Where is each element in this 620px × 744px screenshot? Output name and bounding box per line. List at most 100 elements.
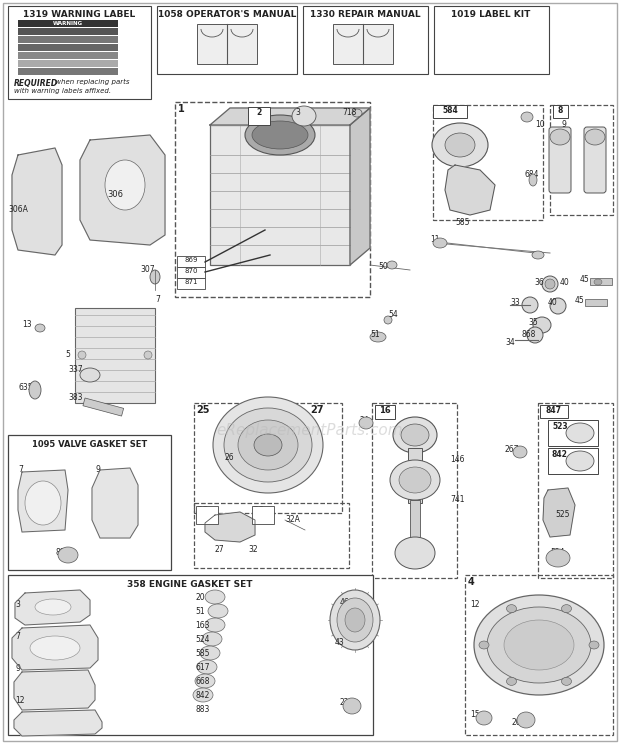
Text: 1330 REPAIR MANUAL: 1330 REPAIR MANUAL — [309, 10, 420, 19]
Ellipse shape — [200, 646, 220, 660]
Text: 11: 11 — [430, 235, 440, 244]
Bar — [18, 20, 118, 27]
Text: 7: 7 — [155, 295, 160, 304]
Polygon shape — [12, 148, 62, 255]
Bar — [18, 60, 118, 67]
Ellipse shape — [208, 604, 228, 618]
Bar — [410, 500, 420, 550]
Ellipse shape — [150, 270, 160, 284]
Text: 26: 26 — [225, 453, 234, 462]
Text: 847: 847 — [546, 406, 562, 415]
Ellipse shape — [432, 123, 488, 167]
Text: 28: 28 — [196, 506, 208, 515]
Ellipse shape — [542, 276, 558, 292]
Text: 9: 9 — [562, 120, 567, 129]
Text: 27: 27 — [310, 405, 324, 415]
Text: 10: 10 — [535, 120, 544, 129]
Ellipse shape — [566, 423, 594, 443]
Ellipse shape — [238, 420, 298, 470]
Bar — [548, 420, 598, 446]
Ellipse shape — [80, 368, 100, 382]
Ellipse shape — [550, 298, 566, 314]
Text: 40: 40 — [560, 278, 570, 287]
Text: 25: 25 — [196, 405, 210, 415]
Bar — [18, 44, 118, 51]
Polygon shape — [205, 512, 255, 542]
Ellipse shape — [144, 351, 152, 359]
Bar — [252, 506, 274, 524]
Ellipse shape — [527, 327, 543, 343]
Ellipse shape — [476, 711, 492, 725]
Bar — [465, 575, 613, 735]
Text: 146: 146 — [450, 455, 464, 464]
Ellipse shape — [521, 112, 533, 122]
Bar — [18, 52, 118, 59]
Text: 34: 34 — [505, 338, 515, 347]
Text: 20: 20 — [195, 593, 205, 602]
Ellipse shape — [245, 115, 315, 155]
Ellipse shape — [202, 632, 222, 646]
Ellipse shape — [566, 451, 594, 471]
Text: 870: 870 — [184, 268, 198, 274]
Ellipse shape — [224, 408, 312, 482]
Bar — [372, 403, 457, 578]
Bar — [333, 24, 393, 64]
Bar — [550, 105, 613, 215]
Text: 12: 12 — [470, 600, 479, 609]
Bar — [177, 267, 205, 278]
Text: 306: 306 — [107, 190, 123, 199]
Ellipse shape — [384, 316, 392, 324]
Text: 22: 22 — [340, 698, 350, 707]
Text: 35: 35 — [528, 318, 538, 327]
Text: 383: 383 — [68, 393, 82, 402]
Polygon shape — [210, 108, 370, 125]
Text: 51: 51 — [370, 330, 379, 339]
Text: 36: 36 — [534, 278, 544, 287]
Bar — [18, 36, 118, 43]
Bar — [8, 6, 151, 99]
FancyBboxPatch shape — [549, 127, 571, 193]
Text: eReplacementParts.com: eReplacementParts.com — [216, 423, 404, 437]
Ellipse shape — [105, 160, 145, 210]
Ellipse shape — [562, 605, 572, 612]
Polygon shape — [14, 670, 95, 710]
Polygon shape — [543, 488, 575, 537]
Ellipse shape — [545, 279, 555, 289]
Ellipse shape — [433, 238, 447, 248]
Bar — [194, 403, 342, 513]
Text: 267: 267 — [505, 445, 520, 454]
Polygon shape — [18, 470, 68, 532]
Bar — [194, 503, 349, 568]
Text: 43: 43 — [335, 638, 345, 647]
Text: 4: 4 — [468, 577, 475, 587]
Ellipse shape — [550, 129, 570, 145]
Text: 585: 585 — [195, 649, 210, 658]
Text: 307: 307 — [140, 265, 154, 274]
Text: 40: 40 — [548, 298, 558, 307]
Ellipse shape — [529, 174, 537, 186]
Text: 524: 524 — [550, 548, 564, 557]
Bar — [83, 398, 123, 416]
Ellipse shape — [370, 332, 386, 342]
Ellipse shape — [589, 641, 599, 649]
Text: 617: 617 — [195, 663, 210, 672]
Bar — [375, 405, 395, 419]
Polygon shape — [12, 625, 98, 670]
Bar — [8, 435, 171, 570]
Text: 868: 868 — [522, 330, 536, 339]
Text: 32: 32 — [248, 545, 258, 554]
Ellipse shape — [395, 537, 435, 569]
Bar — [538, 403, 613, 578]
Text: 51: 51 — [195, 607, 205, 616]
Ellipse shape — [594, 279, 602, 285]
Ellipse shape — [387, 261, 397, 269]
Ellipse shape — [507, 605, 516, 612]
Text: 718: 718 — [342, 108, 356, 117]
Bar — [197, 24, 257, 64]
Text: 1058 OPERATOR'S MANUAL: 1058 OPERATOR'S MANUAL — [158, 10, 296, 19]
Ellipse shape — [343, 698, 361, 714]
Ellipse shape — [393, 417, 437, 453]
Text: 8: 8 — [557, 106, 563, 115]
Text: 7: 7 — [18, 465, 23, 474]
Text: 635: 635 — [18, 383, 33, 392]
